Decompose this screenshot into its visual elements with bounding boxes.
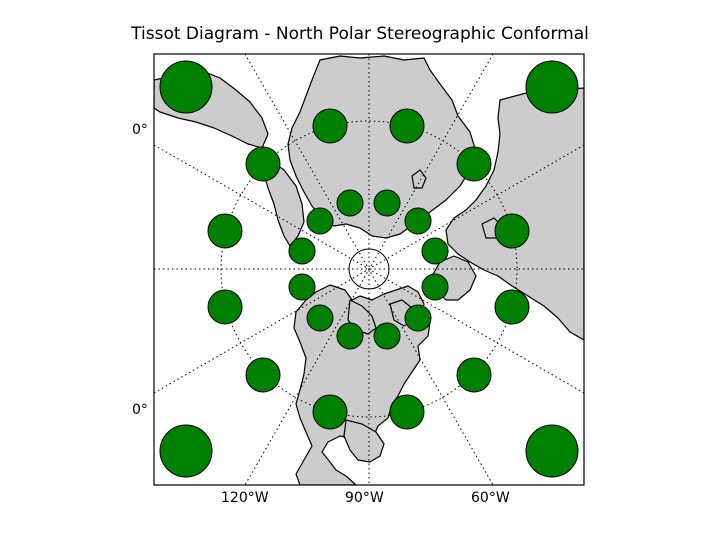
tissot-circle	[245, 146, 281, 182]
tissot-circle	[373, 322, 401, 350]
tissot-circle	[389, 108, 425, 144]
tissot-circle	[207, 289, 243, 325]
map-content	[154, 54, 584, 485]
tissot-circle	[373, 189, 401, 217]
tissot-circle	[159, 60, 213, 114]
novaya-zemlya-island	[411, 169, 427, 189]
meridian-label: 120°W	[221, 490, 269, 506]
tissot-circle	[306, 304, 334, 332]
tissot-circle	[404, 304, 432, 332]
meridian-label: 90°W	[345, 490, 384, 506]
tissot-circle	[494, 289, 530, 325]
parallel-circle	[220, 120, 518, 418]
tissot-circle	[421, 273, 449, 301]
tissot-circle	[404, 207, 432, 235]
tissot-circle	[525, 424, 579, 478]
tissot-circle	[288, 273, 316, 301]
tissot-circle	[207, 213, 243, 249]
tissot-circle	[456, 146, 492, 182]
map-frame	[153, 53, 585, 486]
tissot-indicatrices	[159, 60, 579, 478]
tissot-circle	[421, 237, 449, 265]
tissot-circle	[245, 357, 281, 393]
parallel-label: 0°	[132, 122, 148, 138]
meridian-label: 60°W	[471, 490, 510, 506]
tissot-circle	[288, 237, 316, 265]
tissot-circle	[312, 394, 348, 430]
tissot-circle	[389, 394, 425, 430]
tissot-circle	[456, 357, 492, 393]
tissot-circle	[336, 189, 364, 217]
tissot-circle	[494, 213, 530, 249]
tissot-circle	[336, 322, 364, 350]
tissot-circle	[306, 207, 334, 235]
map-title: Tissot Diagram - North Polar Stereograph…	[131, 24, 589, 44]
tissot-circle	[525, 60, 579, 114]
tissot-circle	[312, 108, 348, 144]
meridian-line	[244, 54, 494, 485]
parallel-label: 0°	[132, 402, 148, 418]
tissot-circle	[159, 424, 213, 478]
greenland-landmass	[287, 55, 477, 239]
graticule	[154, 54, 584, 485]
